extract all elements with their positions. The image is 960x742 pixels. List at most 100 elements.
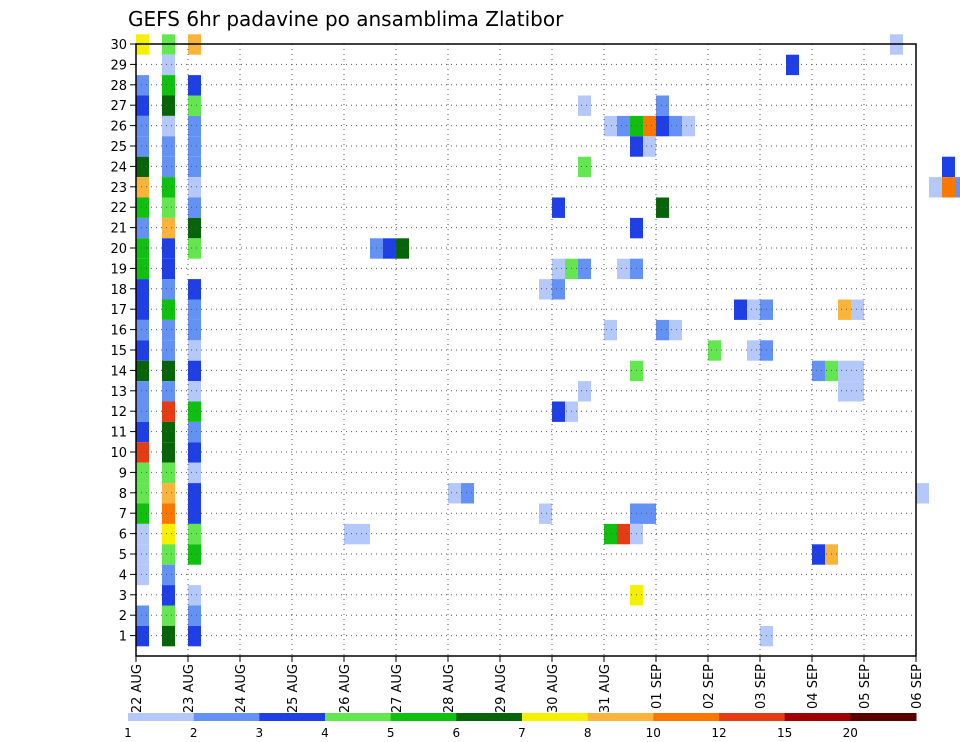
heatmap-cell: [188, 197, 201, 218]
colorbar-label: 3: [255, 726, 263, 740]
heatmap-cell: [136, 564, 149, 586]
heatmap-cell: [162, 462, 175, 484]
heatmap-cell: [136, 279, 149, 300]
y-tick-label: 8: [119, 487, 127, 502]
heatmap-cell: [851, 299, 864, 320]
colorbar-swatch: [784, 713, 851, 721]
y-tick-label: 16: [110, 324, 127, 339]
heatmap-cell: [162, 360, 175, 382]
heatmap-cell: [162, 544, 175, 565]
y-tick-label: 29: [110, 58, 127, 73]
heatmap-cell: [188, 483, 201, 504]
heatmap-cell: [448, 483, 461, 504]
colorbar-label: 2: [190, 726, 198, 740]
colorbar-swatch: [259, 713, 326, 721]
y-tick-label: 11: [110, 426, 127, 441]
heatmap-cell: [188, 442, 201, 463]
heatmap-cell: [656, 95, 669, 116]
y-tick-label: 28: [110, 79, 127, 94]
heatmap-cell: [136, 258, 149, 280]
heatmap-cell: [162, 442, 175, 463]
heatmap-cell: [682, 115, 695, 137]
colorbar-label: 4: [321, 726, 329, 740]
heatmap-cell: [552, 197, 565, 218]
colorbar-swatch: [325, 713, 392, 721]
heatmap-cell: [162, 115, 175, 137]
x-tick-label: 29 AUG: [494, 664, 509, 713]
heatmap-cell: [851, 381, 864, 402]
heatmap-cell: [188, 381, 201, 402]
heatmap-cell: [162, 238, 175, 259]
y-tick-label: 13: [110, 385, 127, 400]
heatmap-cell: [136, 319, 149, 341]
colorbar-label: 6: [452, 726, 460, 740]
heatmap-cell: [812, 544, 825, 565]
heatmap-cell: [136, 299, 149, 320]
heatmap-cell: [578, 258, 591, 280]
heatmap-cell: [136, 421, 149, 443]
heatmap-cell: [188, 136, 201, 157]
colorbar-swatch: [193, 713, 260, 721]
y-tick-label: 30: [110, 38, 127, 53]
y-tick-label: 6: [119, 528, 127, 543]
chart-title: GEFS 6hr padavine po ansamblima Zlatibor: [128, 7, 564, 31]
y-tick-label: 15: [110, 344, 127, 359]
heatmap-cell: [188, 279, 201, 300]
x-axis: 22 AUG 23 AUG 24 AUG 25 AUG 26 AUG 27 AUG 28 A…: [130, 656, 925, 713]
y-tick-label: 24: [110, 160, 127, 175]
heatmap-cell: [162, 381, 175, 402]
colorbar-label: 15: [777, 726, 792, 740]
heatmap-cell: [136, 136, 149, 157]
heatmap-cell: [461, 483, 474, 504]
heatmap-cell: [162, 319, 175, 341]
heatmap-cell: [162, 564, 175, 586]
heatmap-cell: [136, 217, 149, 239]
heatmap-cell: [643, 115, 656, 137]
heatmap-cell: [825, 360, 838, 382]
heatmap-cell: [136, 238, 149, 259]
heatmap-cell: [162, 177, 175, 198]
heatmap-cell: [552, 401, 565, 422]
heatmap-cell: [136, 95, 149, 116]
heatmap-cell: [162, 156, 175, 178]
y-tick-label: 20: [110, 242, 127, 257]
x-tick-label: 26 AUG: [338, 664, 353, 713]
heatmap-cell: [344, 523, 357, 545]
colorbar-swatch: [522, 713, 589, 721]
heatmap-cell: [162, 217, 175, 239]
x-tick-label: 31 AUG: [598, 664, 613, 713]
heatmap-cell: [162, 197, 175, 218]
heatmap-cell: [604, 523, 617, 545]
colorbar-swatch: [128, 713, 195, 721]
y-tick-label: 14: [110, 364, 127, 379]
heatmap-cell: [838, 381, 851, 402]
heatmap-cell: [136, 544, 149, 565]
heatmap-cell: [656, 115, 669, 137]
heatmap-cell: [916, 483, 929, 504]
heatmap-cell: [552, 279, 565, 300]
heatmap-cell: [188, 462, 201, 484]
heatmap-cell: [955, 177, 960, 198]
heatmap-cell: [188, 544, 201, 565]
heatmap-cell: [188, 503, 201, 524]
y-tick-label: 4: [119, 568, 127, 583]
y-tick-label: 2: [119, 609, 127, 624]
colorbar-swatch: [456, 713, 523, 721]
y-axis: 1234567891011121314151617181920212223242…: [110, 38, 136, 645]
x-tick-label: 02 SEP: [702, 664, 717, 709]
heatmap-cell: [162, 75, 175, 96]
y-tick-label: 19: [110, 262, 127, 277]
heatmap-cell: [136, 401, 149, 422]
heatmap-cell: [188, 115, 201, 137]
heatmap-cell: [188, 401, 201, 422]
heatmap-cell: [357, 523, 370, 545]
heatmap-cell: [162, 401, 175, 422]
heatmap-cell: [929, 177, 942, 198]
heatmap-cell: [136, 442, 149, 463]
heatmap-cell: [747, 340, 760, 361]
colorbar-label: 10: [646, 726, 661, 740]
colorbar-label: 5: [387, 726, 395, 740]
colorbar-swatch: [653, 713, 720, 721]
heatmap-cell: [383, 238, 396, 259]
heatmap-cell: [136, 503, 149, 524]
